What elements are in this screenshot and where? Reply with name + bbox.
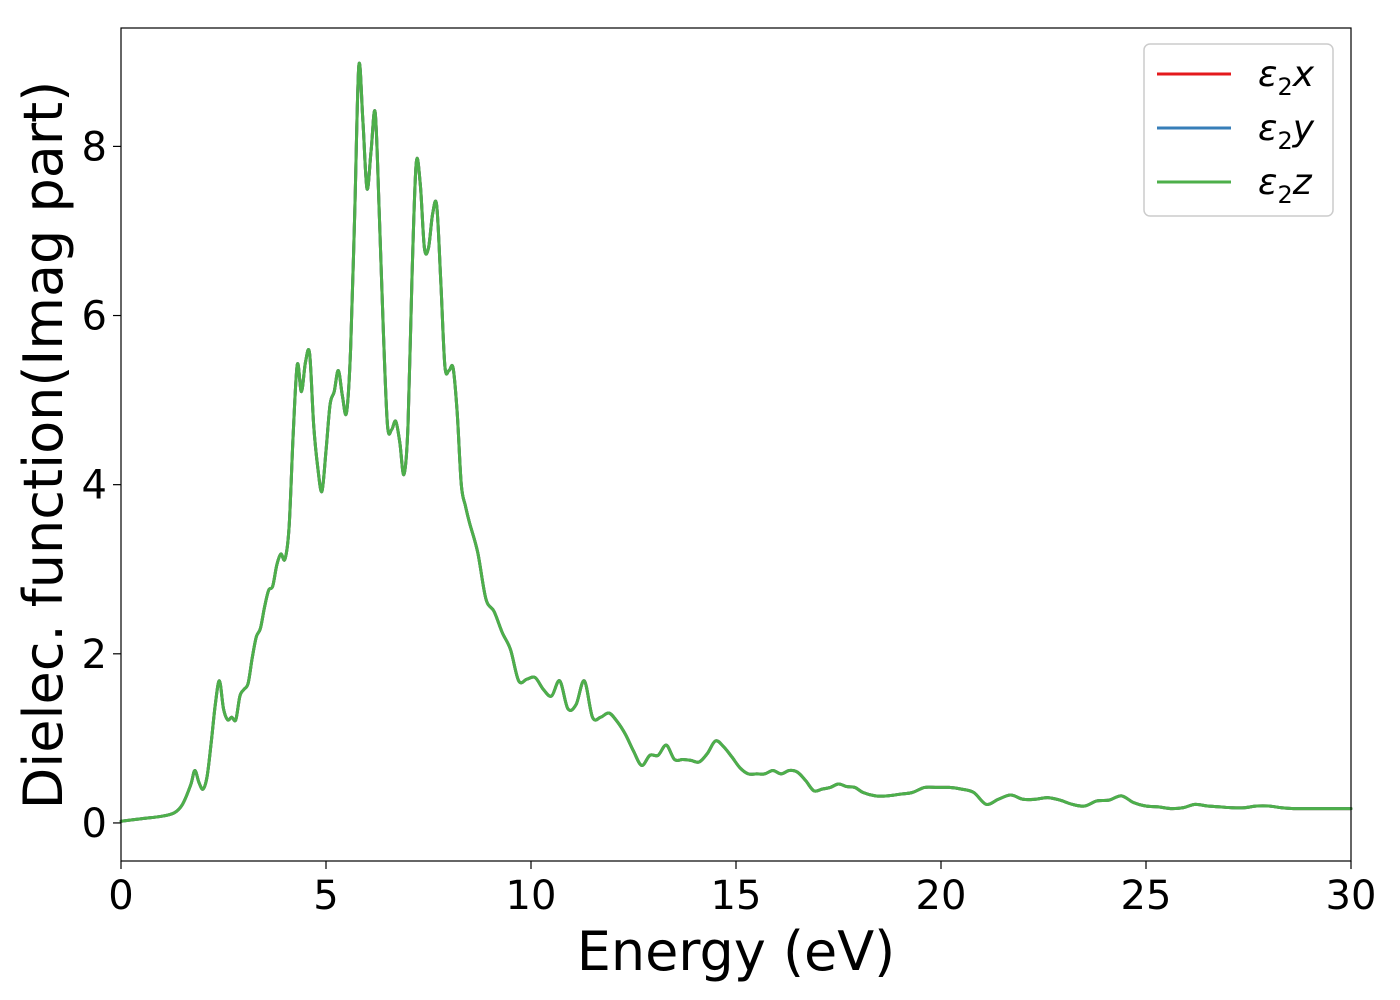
y-tick-label: 4 [82, 463, 107, 509]
x-tick-label: 25 [1121, 873, 1172, 919]
plot-lines [119, 61, 1353, 823]
legend-label-z: ε2z [1258, 162, 1313, 209]
x-tick-label: 30 [1326, 873, 1377, 919]
y-axis-title: Dielec. function(Imag part) [12, 81, 75, 810]
y-tick-label: 0 [82, 801, 107, 847]
y-tick-label: 2 [82, 632, 107, 678]
x-tick-label: 20 [916, 873, 967, 919]
x-tick-label: 10 [506, 873, 557, 919]
series-line-z [119, 61, 1353, 823]
y-tick-label: 8 [82, 124, 107, 170]
x-axis-title: Energy (eV) [577, 920, 896, 983]
legend-entries: ε2x ε2y ε2z [1157, 54, 1315, 209]
legend-label-x: ε2x [1258, 54, 1315, 101]
legend-label-y: ε2y [1258, 108, 1315, 155]
x-tick-label: 5 [313, 873, 338, 919]
y-axis-ticks: 0 2 4 6 8 [82, 124, 121, 847]
x-tick-label: 0 [108, 873, 133, 919]
legend-box [1143, 43, 1334, 217]
y-tick-label: 6 [82, 294, 107, 340]
x-tick-label: 15 [711, 873, 762, 919]
legend: ε2x ε2y ε2z [1143, 43, 1334, 217]
x-axis-ticks: 0 5 10 15 20 25 30 [108, 861, 1376, 919]
